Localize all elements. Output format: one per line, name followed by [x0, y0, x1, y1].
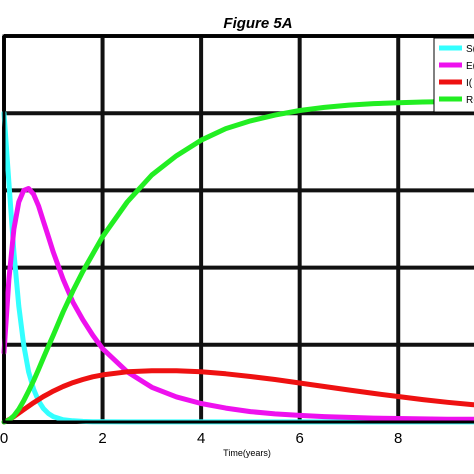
- legend-entry: I(: [466, 78, 473, 89]
- legend-entry: R(: [466, 95, 474, 106]
- x-tick-label: 0: [0, 430, 8, 447]
- x-tick-label: 8: [394, 430, 402, 447]
- plot-frame: [2, 34, 474, 424]
- series-line-r: [1, 98, 474, 425]
- legend: S( E( I( R(: [433, 37, 474, 113]
- chart-title: Figure 5A: [223, 15, 292, 32]
- x-tick-labels: 0 2 4 6 8: [0, 430, 402, 447]
- x-tick-label: 6: [295, 430, 303, 447]
- x-tick-label: 2: [98, 430, 106, 447]
- x-tick-label: 4: [197, 430, 205, 447]
- series-line-e: [1, 186, 474, 422]
- series-line-i: [1, 368, 474, 425]
- legend-entry: S(: [466, 44, 474, 55]
- x-axis-label: Time(years): [223, 448, 271, 458]
- legend-entry: E(: [466, 61, 474, 72]
